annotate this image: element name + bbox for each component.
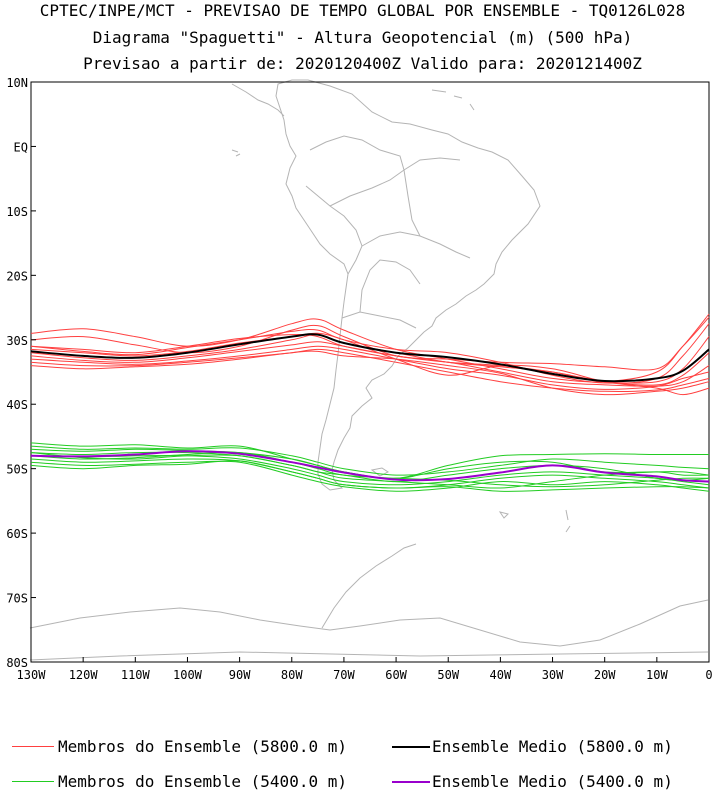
- x-tick-label: 70W: [333, 668, 355, 682]
- legend-swatch-green: [12, 781, 54, 782]
- y-tick-label: 80S: [6, 656, 28, 670]
- chart-title-line1: CPTEC/INPE/MCT - PREVISAO DE TEMPO GLOBA…: [39, 1, 686, 20]
- interior-border-3: [359, 259, 421, 313]
- x-tick-label: 10W: [646, 668, 668, 682]
- member-5800-line-m8: [30, 350, 710, 396]
- members-5800-lines: [30, 313, 710, 396]
- axes-ticks: 130W 120W 110W 100W 90W 80W 70W 60W 50W 40W 30W 20W…: [6, 76, 712, 682]
- galapagos: [231, 149, 241, 157]
- chart-title-line3: Previsao a partir de: 2020120400Z Valido…: [83, 54, 642, 73]
- legend-label: Membros do Ensemble (5800.0 m): [58, 737, 347, 756]
- plot-border: [30, 81, 710, 663]
- x-tick-label: 30W: [542, 668, 564, 682]
- y-tick-label: 30S: [6, 334, 28, 348]
- y-tick-label: 10N: [6, 76, 28, 90]
- andes-border: [305, 185, 363, 275]
- legend-swatch-red: [12, 746, 54, 747]
- legend-swatch-purple: [392, 781, 430, 783]
- south-georgia: [498, 511, 509, 519]
- member-5400-line-n9: [30, 452, 710, 489]
- central-america-outline: [231, 83, 285, 117]
- coastline-map: [29, 79, 709, 661]
- plot-frame: [30, 81, 710, 663]
- y-tick-label: 50S: [6, 463, 28, 477]
- south-america-outline: [275, 79, 541, 491]
- x-tick-label: 90W: [229, 668, 251, 682]
- interior-border-5: [403, 169, 421, 237]
- y-tick-label: 20S: [6, 269, 28, 283]
- x-tick-label: 60W: [385, 668, 407, 682]
- y-tick-label: EQ: [14, 140, 28, 154]
- members-5400-lines: [30, 442, 710, 492]
- antarctica-coast-2: [29, 651, 709, 661]
- member-5400-line-n2: [30, 445, 710, 476]
- x-tick-label: 20W: [594, 668, 616, 682]
- y-tick-label: 70S: [6, 592, 28, 606]
- member-5800-line-m3: [30, 323, 710, 384]
- x-tick-label: 130W: [17, 668, 47, 682]
- y-tick-label: 10S: [6, 205, 28, 219]
- member-5400-line-n8: [30, 460, 710, 492]
- member-5800-line-m6: [30, 345, 710, 390]
- legend-label: Ensemble Medio (5400.0 m): [432, 772, 673, 791]
- member-5800-line-m10: [30, 334, 710, 384]
- mean-5800-line: [30, 333, 710, 383]
- legend-label: Membros do Ensemble (5400.0 m): [58, 772, 347, 791]
- caribbean-islands: [431, 89, 475, 111]
- x-tick-label: 120W: [69, 668, 99, 682]
- x-tick-label: 40W: [490, 668, 512, 682]
- x-tick-label: 80W: [281, 668, 303, 682]
- sandwich-islands: [565, 509, 571, 533]
- y-tick-label: 60S: [6, 527, 28, 541]
- x-tick-label: 50W: [437, 668, 459, 682]
- chart-title-line2: Diagrama "Spaguetti" - Altura Geopotenci…: [92, 28, 633, 47]
- y-tick-label: 40S: [6, 398, 28, 412]
- x-tick-label: 0: [705, 668, 712, 682]
- legend-label: Ensemble Medio (5800.0 m): [432, 737, 673, 756]
- member-5800-line-m4: [30, 334, 710, 386]
- member-5800-line-m1: [30, 313, 710, 383]
- ensemble-mean-lines: [30, 333, 710, 483]
- antarctica-coast: [29, 599, 709, 647]
- interior-border-6: [309, 135, 405, 171]
- x-tick-label: 100W: [173, 668, 203, 682]
- x-tick-label: 110W: [121, 668, 151, 682]
- member-5400-line-n5: [30, 454, 710, 486]
- interior-border-2: [341, 311, 417, 329]
- mean-5400-line: [30, 450, 710, 483]
- antarctic-peninsula: [321, 543, 417, 629]
- interior-border-4: [329, 157, 461, 207]
- legend-swatch-black: [392, 746, 430, 748]
- interior-border-1: [361, 231, 471, 259]
